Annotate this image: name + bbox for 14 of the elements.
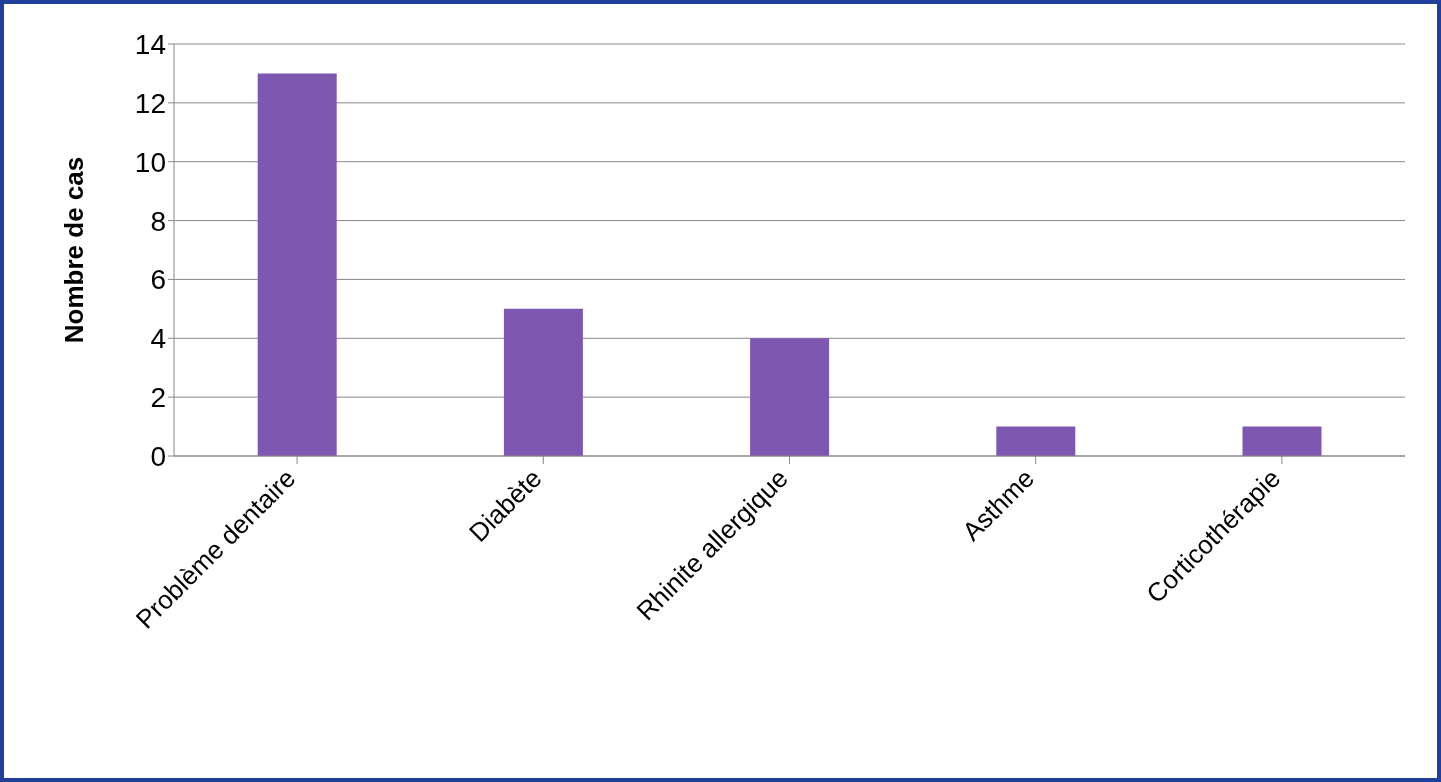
y-axis-title: Nombre de cas <box>59 156 90 344</box>
y-tick-label: 0 <box>150 440 166 472</box>
bar <box>257 73 337 456</box>
y-tick-label: 10 <box>134 146 166 178</box>
y-tick-label: 6 <box>150 264 166 296</box>
y-tick-label: 14 <box>134 28 166 60</box>
bar <box>503 308 583 456</box>
y-tick-label: 12 <box>134 87 166 119</box>
y-tick-label: 4 <box>150 323 166 355</box>
bar <box>1242 426 1322 456</box>
bar <box>996 426 1076 456</box>
y-tick-label: 8 <box>150 205 166 237</box>
bar <box>750 338 830 456</box>
y-tick-label: 2 <box>150 382 166 414</box>
